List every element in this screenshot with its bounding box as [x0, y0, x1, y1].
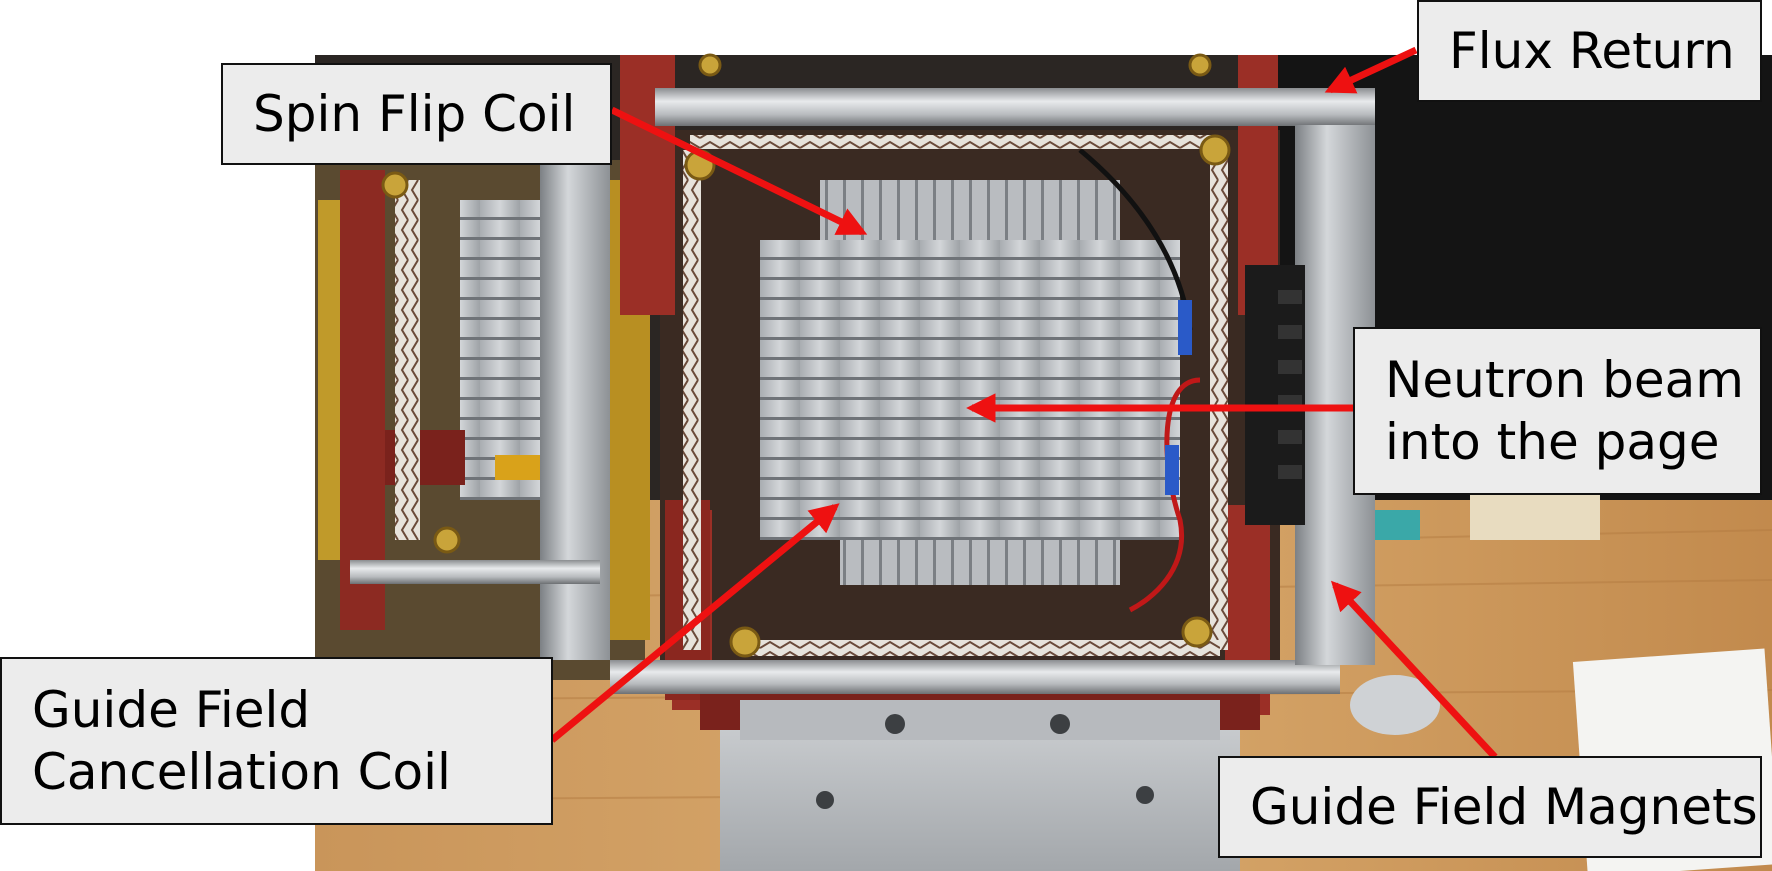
bolt-hole-2: [1050, 714, 1070, 734]
rear-aluminum-post: [540, 160, 610, 660]
main-coil-bottom: [840, 540, 1120, 585]
label-guide-field-cancellation-line1: Guide Field: [32, 680, 311, 739]
base-plate: [720, 730, 1240, 871]
label-guide-field-magnets: Guide Field Magnets: [1218, 756, 1762, 858]
spin-flip-wire-right: [1210, 150, 1228, 650]
terminal-screws: [1278, 290, 1302, 479]
rear-wire-loop: [395, 180, 420, 540]
blue-connector-lower: [1165, 445, 1179, 495]
arrow-spin-flip-coil: [610, 106, 868, 236]
label-neutron-beam-line1: Neutron beam: [1385, 350, 1744, 409]
bolt-hole-4: [1136, 786, 1154, 804]
mount-hole: [1350, 675, 1440, 735]
flux-return-bottom-rod: [610, 660, 1340, 694]
spin-flip-wire-bottom: [740, 640, 1220, 656]
spin-flip-wire-top: [690, 135, 1215, 149]
arrow-guide-field-cancellation: [549, 503, 840, 743]
main-coil-top: [820, 180, 1120, 250]
blue-connector: [1178, 300, 1192, 355]
label-spin-flip-coil: Spin Flip Coil: [221, 63, 612, 165]
label-spin-flip-coil-text: Spin Flip Coil: [253, 84, 576, 143]
red-cable: [1128, 377, 1201, 613]
spin-flip-wire-left: [683, 150, 701, 650]
arrow-guide-field-magnets: [1330, 580, 1498, 760]
bolt-hole-3: [816, 791, 834, 809]
base-plate-top: [740, 700, 1220, 740]
label-neutron-beam-line2: into the page: [1385, 413, 1720, 471]
rear-red-bracket: [340, 170, 385, 630]
bolt-hole-1: [885, 714, 905, 734]
value-pack-box: [1470, 495, 1600, 540]
label-flux-return: Flux Return: [1417, 0, 1762, 102]
label-neutron-beam: Neutron beam into the page: [1353, 327, 1762, 495]
arrow-flux-return: [1324, 46, 1418, 94]
main-coil-stack: [760, 240, 1180, 540]
flux-return-top-rod: [655, 88, 1375, 126]
label-flux-return-text: Flux Return: [1449, 21, 1735, 80]
label-guide-field-magnets-text: Guide Field Magnets: [1250, 777, 1758, 836]
rear-bottom-rod: [350, 560, 600, 584]
label-guide-field-cancellation-line2: Cancellation Coil: [32, 743, 451, 801]
label-guide-field-cancellation-coil: Guide Field Cancellation Coil: [0, 657, 553, 825]
